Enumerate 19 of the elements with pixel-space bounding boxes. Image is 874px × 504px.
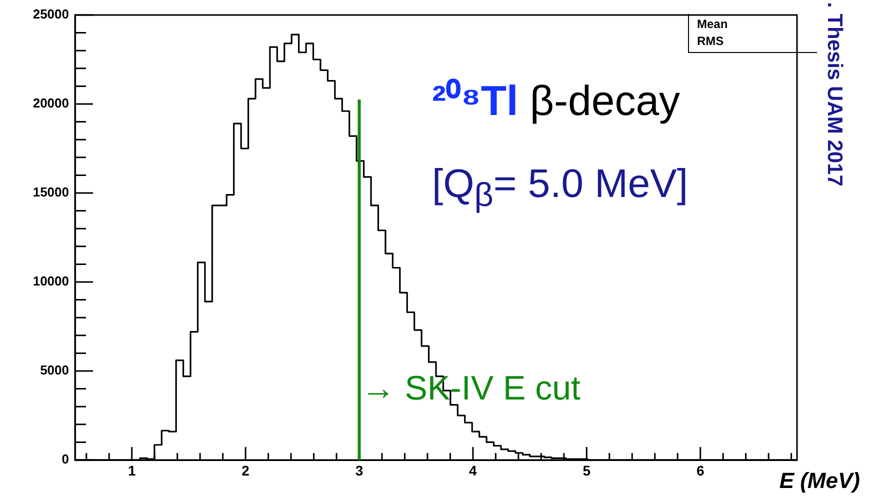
x-tick-label: 4	[469, 462, 478, 478]
stats-box: Mean RMS	[688, 14, 817, 53]
y-tick-label: 15000	[32, 184, 69, 200]
annotation: [Q$_{β}$= 5.0 MeV]	[432, 162, 688, 215]
x-tick-label: 2	[242, 462, 250, 478]
y-tick-label: 0	[62, 452, 69, 467]
x-tick-label: 3	[355, 462, 364, 478]
text: . Thesis UAM 2017	[822, 2, 846, 186]
annotation: Mean	[697, 17, 728, 31]
x-tick-label: 5	[582, 462, 591, 478]
y-tick-label: 10000	[32, 274, 69, 289]
annotation: ²⁰⁸Tl β-decay	[432, 77, 680, 124]
x-tick-label: 6	[696, 462, 704, 478]
annotation: RMS	[697, 34, 724, 48]
x-tick-label: 1	[128, 462, 136, 478]
x-axis-title: E (MeV)	[779, 468, 860, 494]
y-tick-label: 5000	[40, 362, 69, 378]
y-tick-label: 25000	[32, 6, 69, 22]
y-tick-label: 20000	[32, 96, 69, 111]
